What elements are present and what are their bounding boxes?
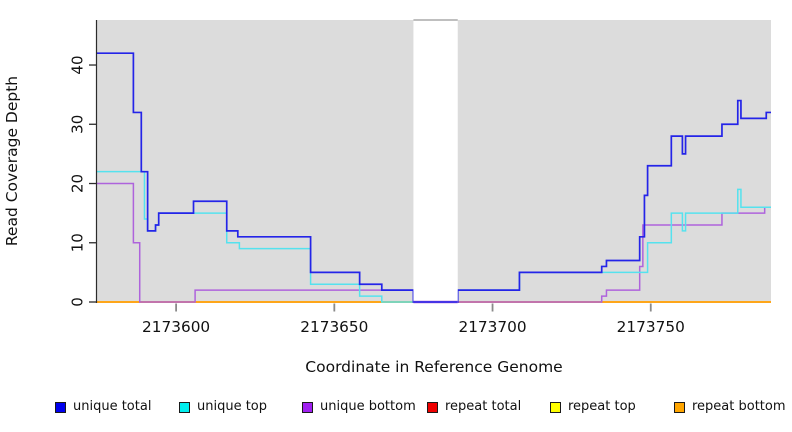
legend-swatch xyxy=(674,401,685,413)
legend-item-unique-bottom: unique bottom xyxy=(302,398,416,416)
legend-item-unique-top: unique top xyxy=(179,398,267,416)
masked-region xyxy=(413,8,458,304)
legend-label: unique top xyxy=(197,399,268,414)
chart-legend: unique total unique top unique bottom repea… xyxy=(0,398,792,422)
legend-item-repeat-total: repeat total xyxy=(427,398,521,416)
legend-swatch xyxy=(302,401,313,413)
y-tick-label: 20 xyxy=(69,174,87,193)
x-tick-label: 2173600 xyxy=(142,318,210,336)
x-tick-label: 2173750 xyxy=(617,318,685,336)
legend-swatch xyxy=(179,401,190,413)
y-tick-label: 30 xyxy=(69,115,87,134)
y-axis-title: Read Coverage Depth xyxy=(3,76,21,246)
legend-swatch xyxy=(55,401,66,413)
y-tick-label: 10 xyxy=(69,233,87,252)
x-axis-title: Coordinate in Reference Genome xyxy=(305,358,562,376)
series-unique-total xyxy=(97,52,771,303)
coverage-chart: 0 10 20 30 40 2173600 2173650 2173700 2173750 Coo… xyxy=(3,8,771,376)
y-tick-label: 0 xyxy=(69,297,87,307)
legend-swatch xyxy=(550,401,561,413)
x-tick-label: 2173700 xyxy=(458,318,526,336)
series-unique-bottom xyxy=(97,182,771,303)
legend-item-repeat-bottom: repeat bottom xyxy=(674,398,786,416)
legend-label: unique bottom xyxy=(320,399,416,414)
legend-label: unique total xyxy=(73,399,152,414)
legend-label: repeat bottom xyxy=(692,399,786,414)
legend-swatch xyxy=(427,401,438,413)
legend-item-repeat-top: repeat top xyxy=(550,398,636,416)
legend-label: repeat top xyxy=(568,399,636,414)
legend-label: repeat total xyxy=(445,399,522,414)
y-tick-label: 40 xyxy=(69,55,87,74)
x-tick-label: 2173650 xyxy=(300,318,368,336)
legend-item-unique-total: unique total xyxy=(55,398,151,416)
